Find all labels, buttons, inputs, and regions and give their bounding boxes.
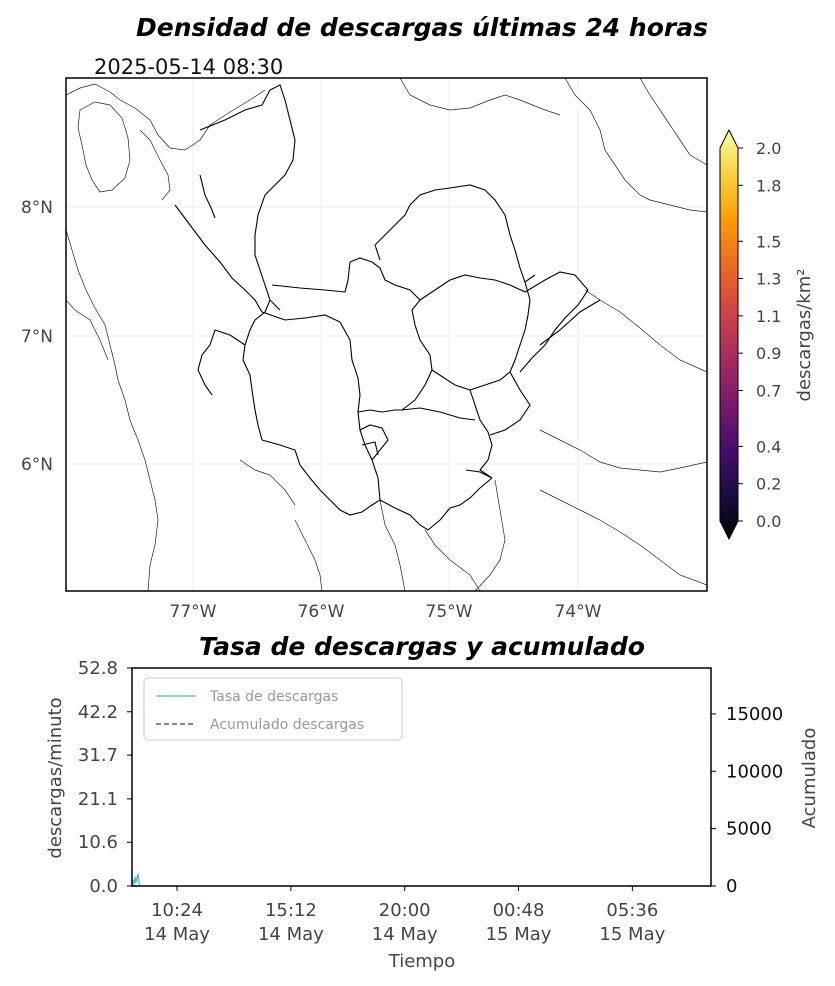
map-timestamp: 2025-05-14 08:30 xyxy=(94,55,283,79)
colorbar-tick-label: 1.3 xyxy=(756,270,781,289)
left-tick-label: 52.8 xyxy=(78,658,118,679)
map-lat-tick: 7°N xyxy=(21,327,53,347)
left-tick-label: 31.7 xyxy=(78,745,118,766)
map-borders-thin xyxy=(66,78,707,591)
map-area xyxy=(66,78,707,591)
x-tick-date: 15 May xyxy=(486,924,552,945)
x-tick-time: 00:48 xyxy=(493,900,545,921)
map-lat-tick: 8°N xyxy=(21,198,53,218)
timeseries-title: Tasa de descargas y acumulado xyxy=(199,632,645,661)
colorbar-tick-label: 0.2 xyxy=(756,475,781,494)
colorbar: 2.0 1.8 1.5 1.3 1.1 0.9 0.7 0.4 0.2 0.0 descargas… xyxy=(719,128,815,541)
colorbar-tick-label: 0.0 xyxy=(756,512,781,531)
colorbar-tick-label: 0.7 xyxy=(756,381,781,400)
colorbar-tick-label: 0.9 xyxy=(756,344,781,363)
colorbar-ticks: 2.0 1.8 1.5 1.3 1.1 0.9 0.7 0.4 0.2 0.0 xyxy=(738,139,781,531)
map-lon-tick: 77°W xyxy=(170,602,217,622)
right-tick-label: 10000 xyxy=(726,761,783,782)
colorbar-tick-label: 1.8 xyxy=(756,176,781,195)
map-lon-tick: 74°W xyxy=(555,602,602,622)
x-tick-date: 14 May xyxy=(372,924,438,945)
timeseries-ylabel-left: descargas/minuto xyxy=(45,697,66,858)
x-tick-time: 05:36 xyxy=(606,900,658,921)
right-tick-label: 15000 xyxy=(726,704,783,725)
x-tick-date: 14 May xyxy=(258,924,324,945)
map-lon-tick: 76°W xyxy=(298,602,345,622)
left-tick-label: 0.0 xyxy=(89,876,118,897)
x-tick-date: 14 May xyxy=(144,924,210,945)
map-lat-ticks: 8°N 7°N 6°N xyxy=(21,198,53,475)
timeseries-x-ticks: 10:24 14 May 15:12 14 May 20:00 14 May 00:48 15… xyxy=(144,886,666,945)
colorbar-tick-label: 2.0 xyxy=(756,139,781,158)
x-tick-time: 20:00 xyxy=(379,900,431,921)
map-lon-ticks: 77°W 76°W 75°W 74°W xyxy=(170,602,602,622)
left-tick-label: 10.6 xyxy=(78,832,118,853)
right-tick-label: 0 xyxy=(726,876,737,897)
timeseries-legend: Tasa de descargas Acumulado descargas xyxy=(143,677,403,741)
x-tick-time: 10:24 xyxy=(151,900,203,921)
timeseries-ylabel-right: Acumulado xyxy=(799,728,820,829)
timeseries-frame xyxy=(131,667,712,887)
timeseries-left-ticks: 52.8 42.2 31.7 21.1 10.6 0.0 xyxy=(78,658,132,897)
map-frame xyxy=(65,77,708,592)
timeseries-right-ticks: 15000 10000 5000 0 xyxy=(711,704,783,897)
legend-label-cumulative: Acumulado descargas xyxy=(210,717,364,733)
x-tick-time: 15:12 xyxy=(265,900,317,921)
right-tick-label: 5000 xyxy=(726,819,772,840)
map-lat-tick: 6°N xyxy=(21,455,53,475)
colorbar-label: descargas/km² xyxy=(794,269,815,402)
x-tick-date: 15 May xyxy=(599,924,665,945)
legend-box xyxy=(143,677,403,741)
map-title: Densidad de descargas últimas 24 horas xyxy=(136,13,708,42)
map-borders-thick xyxy=(174,84,601,531)
map-gridlines xyxy=(66,78,707,591)
colorbar-tick-label: 1.1 xyxy=(756,307,781,326)
series-line-rate xyxy=(131,873,141,887)
map-lon-tick: 75°W xyxy=(426,602,473,622)
legend-label-rate: Tasa de descargas xyxy=(209,689,338,705)
colorbar-tick-label: 0.4 xyxy=(756,437,781,456)
left-tick-label: 42.2 xyxy=(78,702,118,723)
left-tick-label: 21.1 xyxy=(78,789,118,810)
colorbar-tick-label: 1.5 xyxy=(756,232,781,251)
timeseries-xlabel: Tiempo xyxy=(388,951,456,972)
colorbar-bar xyxy=(719,128,739,541)
timeseries-plot xyxy=(131,873,141,887)
